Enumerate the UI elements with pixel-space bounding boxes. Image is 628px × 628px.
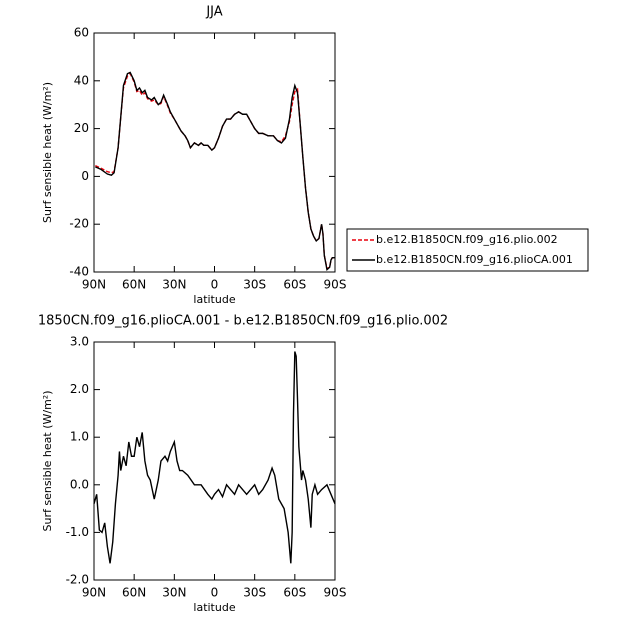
y-tick-label: 0	[81, 169, 89, 183]
y-axis-label: Surf sensible heat (W/m²)	[41, 82, 54, 223]
y-tick-label: 3.0	[70, 335, 89, 349]
y-tick-label: 0.0	[70, 477, 89, 491]
x-tick-label: 90S	[324, 586, 347, 600]
x-tick-label: 90S	[324, 278, 347, 292]
x-axis-label: latitude	[193, 293, 235, 306]
x-tick-label: 0	[211, 586, 219, 600]
chart-title: 1850CN.f09_g16.plioCA.001 - b.e12.B1850C…	[38, 314, 448, 329]
series-line	[95, 71, 335, 271]
x-tick-label: 60N	[122, 278, 146, 292]
x-tick-label: 60N	[122, 586, 146, 600]
y-tick-label: 1.0	[70, 430, 89, 444]
x-tick-label: 90N	[82, 278, 106, 292]
y-tick-label: 20	[74, 121, 89, 135]
legend-label: b.e12.B1850CN.f09_g16.plio.002	[376, 233, 558, 246]
legend-box	[346, 228, 589, 272]
plot-frame	[93, 32, 336, 273]
y-tick-label: -1.0	[66, 525, 89, 539]
plot-frame	[93, 341, 336, 581]
y-tick-label: -20	[69, 217, 89, 231]
series-line	[93, 351, 336, 564]
y-tick-label: -40	[69, 265, 89, 279]
x-axis-label: latitude	[193, 601, 235, 614]
x-tick-label: 30N	[162, 278, 186, 292]
y-tick-label: 2.0	[70, 382, 89, 396]
y-axis-label: Surf sensible heat (W/m²)	[41, 391, 54, 532]
x-tick-label: 0	[211, 278, 219, 292]
legend-label: b.e12.B1850CN.f09_g16.plioCA.001	[376, 253, 573, 266]
y-tick-label: 40	[74, 73, 89, 87]
y-tick-label: -2.0	[66, 573, 89, 587]
x-tick-label: 30N	[162, 586, 186, 600]
x-tick-label: 60S	[283, 278, 306, 292]
chart-title: JJA	[205, 5, 222, 20]
x-tick-label: 30S	[243, 278, 266, 292]
x-tick-label: 60S	[283, 586, 306, 600]
x-tick-label: 90N	[82, 586, 106, 600]
x-tick-label: 30S	[243, 586, 266, 600]
y-tick-label: 60	[74, 26, 89, 40]
